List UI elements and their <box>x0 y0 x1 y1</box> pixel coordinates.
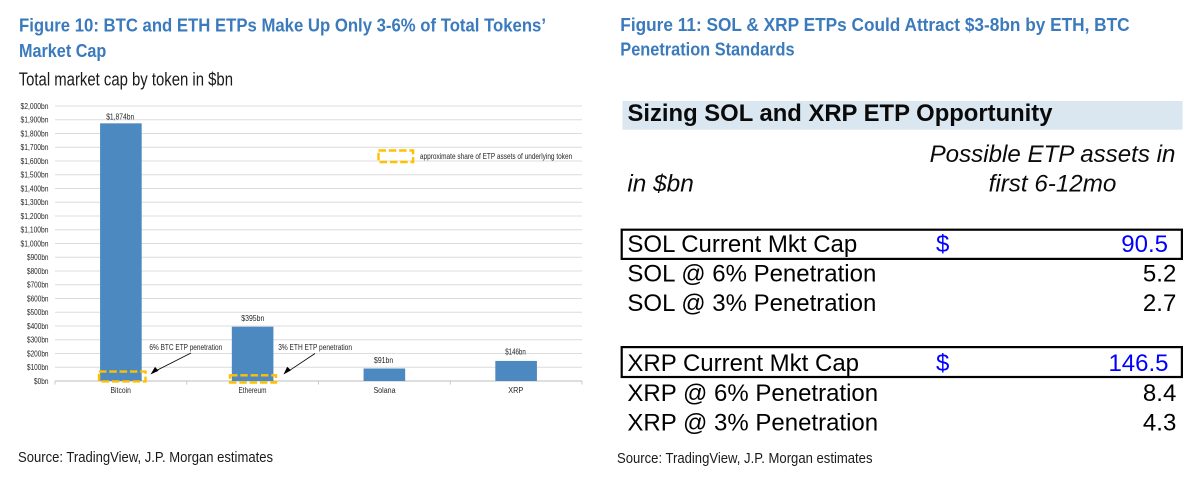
svg-text:5.2: 5.2 <box>1143 261 1176 288</box>
svg-text:4.3: 4.3 <box>1143 409 1176 436</box>
svg-text:3% ETH ETP penetration: 3% ETH ETP penetration <box>278 343 352 352</box>
svg-text:6% BTC ETP penetration: 6% BTC ETP penetration <box>149 343 222 352</box>
svg-text:2.7: 2.7 <box>1143 290 1176 317</box>
svg-text:Source: TradingView, J.P. Morg: Source: TradingView, J.P. Morgan estimat… <box>617 450 873 467</box>
svg-text:$91bn: $91bn <box>374 356 393 365</box>
svg-text:SOL Current Mkt Cap: SOL Current Mkt Cap <box>627 231 857 258</box>
svg-text:$600bn: $600bn <box>27 294 49 303</box>
svg-text:$1,400bn: $1,400bn <box>21 184 49 193</box>
svg-text:in $bn: in $bn <box>627 171 693 198</box>
svg-text:SOL @ 3% Penetration: SOL @ 3% Penetration <box>627 290 876 317</box>
svg-text:approximate share of ETP asset: approximate share of ETP assets of under… <box>420 151 572 161</box>
svg-text:XRP @ 6% Penetration: XRP @ 6% Penetration <box>627 380 878 407</box>
svg-text:$146bn: $146bn <box>505 348 526 357</box>
svg-text:$1,200bn: $1,200bn <box>21 212 49 221</box>
svg-text:$400bn: $400bn <box>27 322 49 331</box>
svg-text:$1,600bn: $1,600bn <box>21 157 49 166</box>
svg-text:$800bn: $800bn <box>27 267 49 276</box>
svg-text:$395bn: $395bn <box>241 314 264 323</box>
svg-text:$2,000bn: $2,000bn <box>21 102 49 111</box>
svg-text:$: $ <box>936 231 949 258</box>
svg-text:Possible ETP assets in: Possible ETP assets in <box>930 141 1176 168</box>
svg-text:90.5: 90.5 <box>1121 231 1168 258</box>
svg-text:$1,800bn: $1,800bn <box>21 129 49 138</box>
svg-text:146.5: 146.5 <box>1108 350 1168 377</box>
svg-text:Figure 10: BTC and ETH ETPs Ma: Figure 10: BTC and ETH ETPs Make Up Only… <box>19 16 546 36</box>
svg-text:$200bn: $200bn <box>27 349 49 358</box>
svg-text:$1,900bn: $1,900bn <box>21 116 49 125</box>
svg-text:$1,700bn: $1,700bn <box>21 143 49 152</box>
svg-text:Ethereum: Ethereum <box>239 386 267 395</box>
svg-text:$100bn: $100bn <box>27 363 49 372</box>
svg-text:$1,100bn: $1,100bn <box>21 226 49 235</box>
svg-text:8.4: 8.4 <box>1143 380 1176 407</box>
svg-text:$300bn: $300bn <box>27 336 49 345</box>
svg-text:Total market cap by token in $: Total market cap by token in $bn <box>19 69 233 89</box>
svg-text:$0bn: $0bn <box>34 377 49 386</box>
svg-text:Figure 11: SOL & XRP ETPs Coul: Figure 11: SOL & XRP ETPs Could Attract … <box>620 15 1129 35</box>
svg-text:$700bn: $700bn <box>27 281 49 290</box>
svg-text:Solana: Solana <box>373 386 396 395</box>
svg-text:$1,874bn: $1,874bn <box>106 112 134 121</box>
svg-text:Sizing SOL and XRP ETP Opportu: Sizing SOL and XRP ETP Opportunity <box>628 100 1054 127</box>
svg-text:$500bn: $500bn <box>27 308 49 317</box>
svg-text:Bitcoin: Bitcoin <box>111 386 131 395</box>
svg-text:XRP Current Mkt Cap: XRP Current Mkt Cap <box>627 350 859 377</box>
svg-text:XRP: XRP <box>508 386 523 395</box>
svg-text:$1,000bn: $1,000bn <box>21 239 49 248</box>
svg-text:$: $ <box>936 350 949 377</box>
svg-text:first 6-12mo: first 6-12mo <box>989 171 1117 198</box>
svg-text:Market Cap: Market Cap <box>19 41 106 61</box>
svg-text:SOL @ 6% Penetration: SOL @ 6% Penetration <box>627 261 876 288</box>
svg-text:$1,500bn: $1,500bn <box>21 171 49 180</box>
svg-text:$900bn: $900bn <box>27 253 49 262</box>
svg-text:XRP @ 3% Penetration: XRP @ 3% Penetration <box>627 409 878 436</box>
svg-text:$1,300bn: $1,300bn <box>21 198 49 207</box>
svg-text:Penetration Standards: Penetration Standards <box>620 40 794 60</box>
svg-text:Source: TradingView, J.P. Morg: Source: TradingView, J.P. Morgan estimat… <box>18 449 273 466</box>
